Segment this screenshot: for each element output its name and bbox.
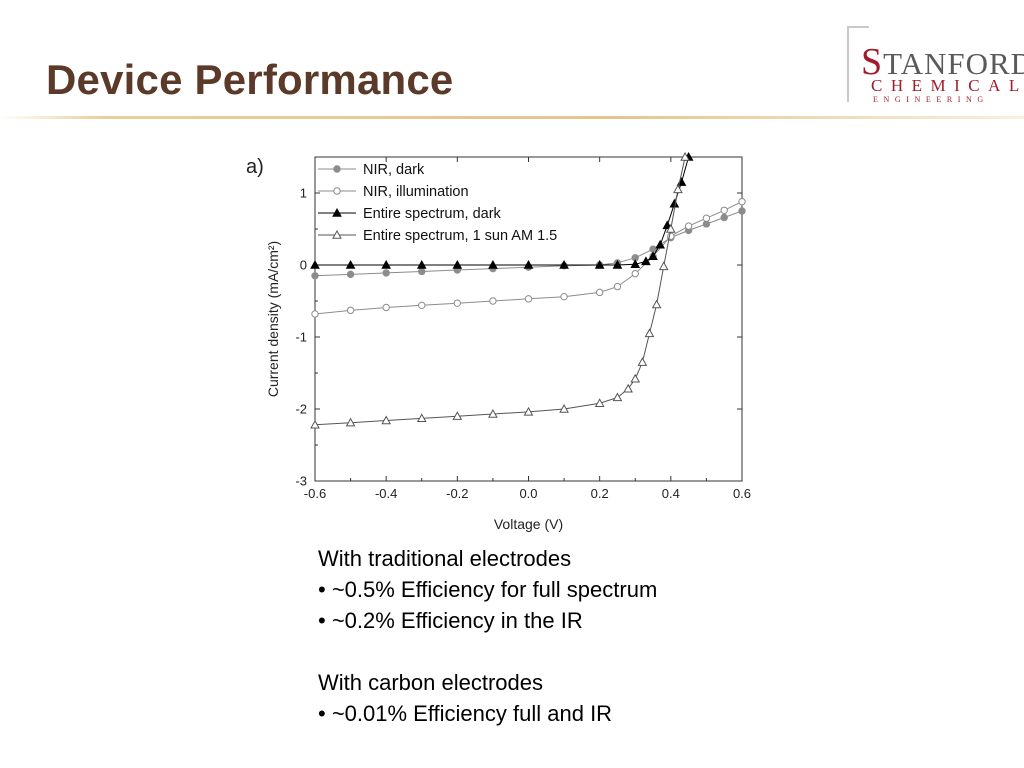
series-4-point <box>345 417 356 427</box>
notes-line: With carbon electrodes <box>318 670 543 695</box>
logo-initial: S <box>861 41 884 83</box>
series-4-point <box>680 151 690 161</box>
series-1-point <box>311 272 319 280</box>
slide-title: Device Performance <box>46 56 454 103</box>
y-tick-label: -2 <box>295 402 307 417</box>
series-2-point <box>631 269 639 278</box>
chart-svg: -0.6 -0.4 -0.2 0.0 0.2 0.4 0.6 -3 -2 -1 0 1 Voltage … <box>246 151 751 532</box>
x-tick-label: -0.2 <box>446 486 468 501</box>
series-4-point <box>452 411 463 420</box>
series-3-point <box>648 251 658 261</box>
series-4-point <box>381 415 392 425</box>
series-3-point <box>612 259 623 269</box>
series-4-point <box>488 409 498 418</box>
series-4-point <box>416 413 427 423</box>
y-tick-label: -1 <box>295 330 307 345</box>
y-axis-label: Current density (mA/cm²) <box>265 241 281 397</box>
series-4-point <box>594 398 605 407</box>
series-4-point <box>637 357 648 366</box>
series-3-point <box>381 259 392 269</box>
series-2-point <box>524 295 533 303</box>
notes-line: • ~0.01% Efficiency full and IR <box>318 701 613 726</box>
series-3-point <box>594 259 605 269</box>
series-3-point <box>655 239 666 249</box>
series-2-point <box>560 292 568 301</box>
series-1-point <box>418 267 426 276</box>
notes-text: With traditional electrodes • ~0.5% Effi… <box>318 543 657 729</box>
y-tick-label: 0 <box>300 258 307 273</box>
x-tick-label: -0.6 <box>304 486 326 501</box>
x-tick-label: 0.4 <box>662 486 680 501</box>
x-tick-label: 0.0 <box>519 486 537 501</box>
series-4-point <box>673 184 683 194</box>
title-divider <box>0 116 1024 119</box>
series-1-point <box>382 269 390 277</box>
logo-line-stanford: STANFORD <box>861 40 1024 84</box>
series-1-point <box>738 207 746 215</box>
notes-line: • ~0.5% Efficiency for full spectrum <box>318 577 658 602</box>
legend-marker <box>332 207 342 217</box>
logo-line-engineering: ENGINEERING <box>873 95 989 104</box>
series-1-point <box>346 270 355 279</box>
series-2-point <box>613 282 622 291</box>
series-2-point <box>418 301 426 310</box>
logo-bracket <box>847 26 869 102</box>
x-tick-label: -0.4 <box>375 486 397 501</box>
series-3-point <box>669 198 680 208</box>
notes-line: • ~0.2% Efficiency in the IR <box>318 608 583 633</box>
series-2-point <box>595 288 604 297</box>
series-2-point <box>684 222 693 230</box>
series-4-point <box>658 261 669 271</box>
series-2-point <box>382 303 390 312</box>
series-line-3 <box>315 157 690 266</box>
panel-label: a) <box>246 156 264 178</box>
legend-label: Entire spectrum, 1 sun AM 1.5 <box>363 228 557 244</box>
series-3-point <box>523 259 534 269</box>
x-tick-label: 0.2 <box>591 486 609 501</box>
series-4-point <box>612 392 623 402</box>
series-4-point <box>651 299 662 309</box>
series-2-point <box>702 214 711 222</box>
logo-wordmark: TANFORD <box>883 46 1024 81</box>
series-4-point <box>644 328 655 338</box>
series-3-point <box>630 259 641 268</box>
series-3-point <box>488 259 498 269</box>
series-2-point <box>453 299 462 307</box>
series-4-point <box>623 383 633 393</box>
legend-label: NIR, dark <box>363 162 425 178</box>
series-4-point <box>310 419 320 429</box>
logo-backdrop <box>849 42 865 100</box>
series-4-point <box>665 223 676 233</box>
series-2-point <box>738 197 746 206</box>
series-3-point <box>452 259 463 269</box>
series-3-point <box>310 259 320 269</box>
series-4-point <box>523 406 534 416</box>
legend-marker <box>333 165 341 173</box>
iv-curve-chart: -0.6 -0.4 -0.2 0.0 0.2 0.4 0.6 -3 -2 -1 0 1 Voltage … <box>240 145 760 540</box>
series-3-point <box>641 256 651 266</box>
series-2-point <box>720 206 728 214</box>
series-1-point <box>720 213 728 222</box>
series-2-point <box>489 297 497 305</box>
x-axis-label: Voltage (V) <box>494 516 563 532</box>
series-3-point <box>345 259 356 269</box>
legend-marker <box>333 187 341 195</box>
notes-blank-line <box>318 636 657 667</box>
stanford-chemical-engineering-logo: STANFORD CHEMICAL ENGINEERING <box>843 26 1024 106</box>
series-3-point <box>416 259 427 269</box>
series-2-point <box>346 306 355 315</box>
legend-label: Entire spectrum, dark <box>363 206 502 222</box>
x-tick-label: 0.6 <box>733 486 751 501</box>
logo-line-chemical: CHEMICAL <box>871 76 1024 95</box>
series-4-point <box>630 373 641 383</box>
series-3-point <box>559 259 569 269</box>
series-2-point <box>311 310 319 318</box>
y-tick-label: 1 <box>300 186 307 201</box>
y-tick-label: -3 <box>295 474 307 489</box>
notes-line: With traditional electrodes <box>318 546 572 571</box>
legend-label: NIR, illumination <box>363 184 469 200</box>
legend-marker <box>332 229 342 239</box>
series-4-point <box>559 403 569 413</box>
